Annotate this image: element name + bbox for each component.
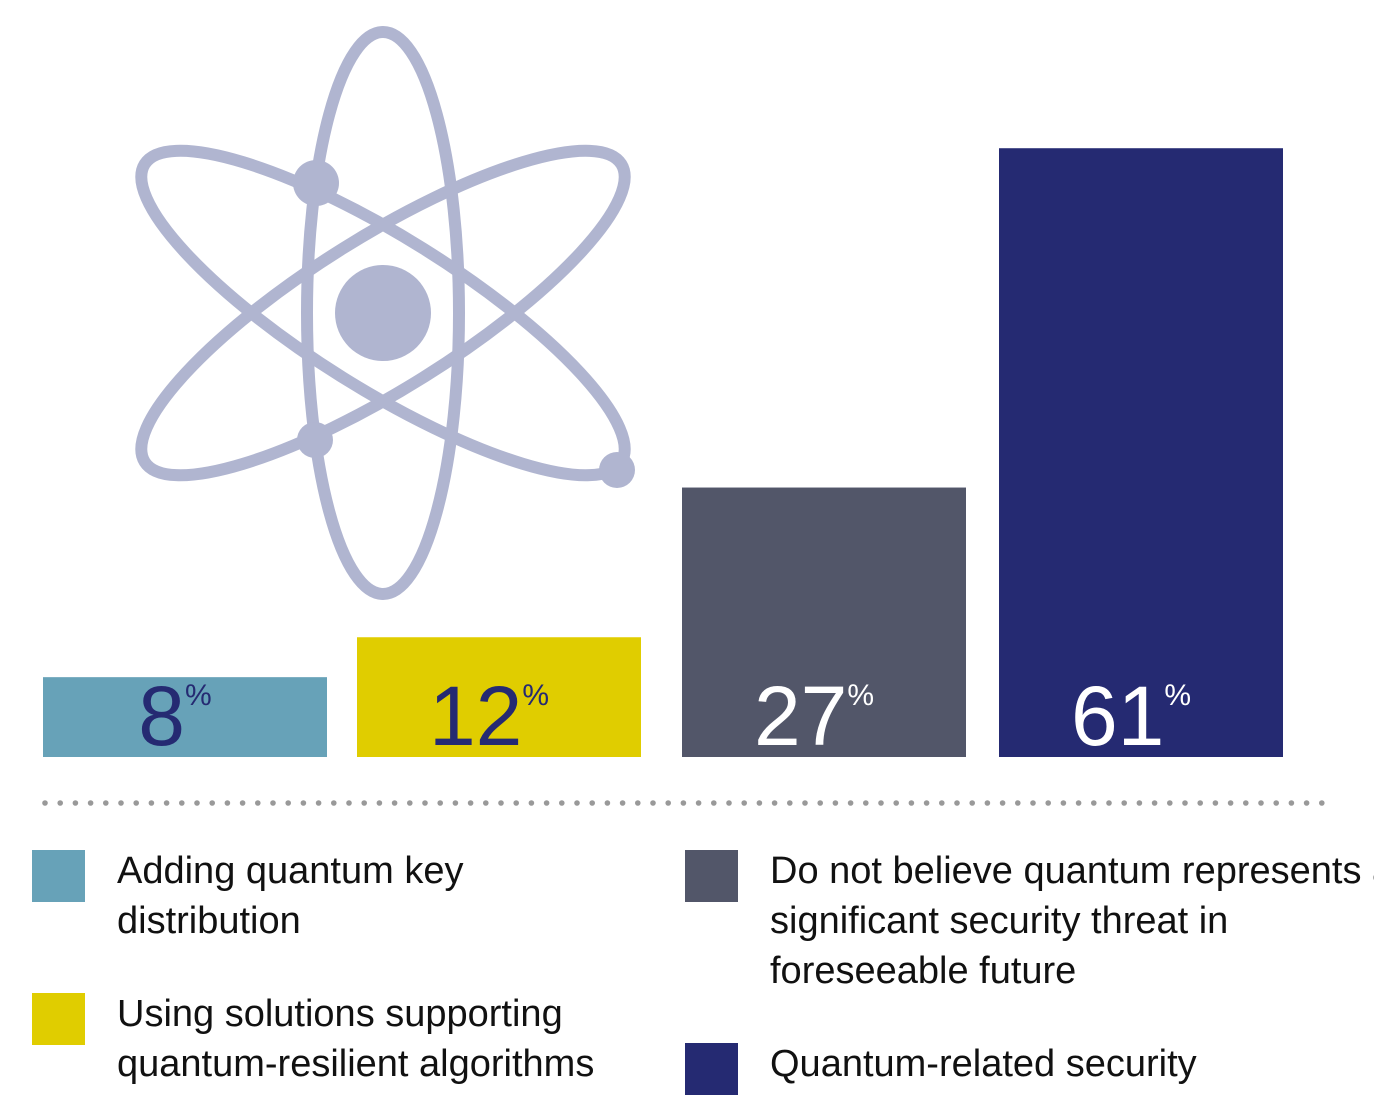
legend-item: Do not believe quantum represents a sign…	[685, 850, 1374, 996]
divider	[42, 800, 1324, 806]
legend-swatch	[685, 1043, 738, 1095]
legend-label: Adding quantum key distribution	[117, 846, 587, 946]
legend-swatch	[32, 850, 85, 902]
legend-label: Do not believe quantum represents a sign…	[770, 846, 1374, 996]
infographic: 8%12%27%61% Adding quantum key distribut…	[0, 0, 1374, 1099]
legend-label: Quantum-related security	[770, 1039, 1370, 1089]
legend-item: Quantum-related security	[685, 1043, 1370, 1095]
legend-swatch	[685, 850, 738, 902]
legend-label: Using solutions supporting quantum-resil…	[117, 989, 677, 1089]
legend-item: Adding quantum key distribution	[32, 850, 587, 946]
bar	[999, 148, 1283, 757]
legend-item: Using solutions supporting quantum-resil…	[32, 993, 677, 1089]
legend-swatch	[32, 993, 85, 1045]
